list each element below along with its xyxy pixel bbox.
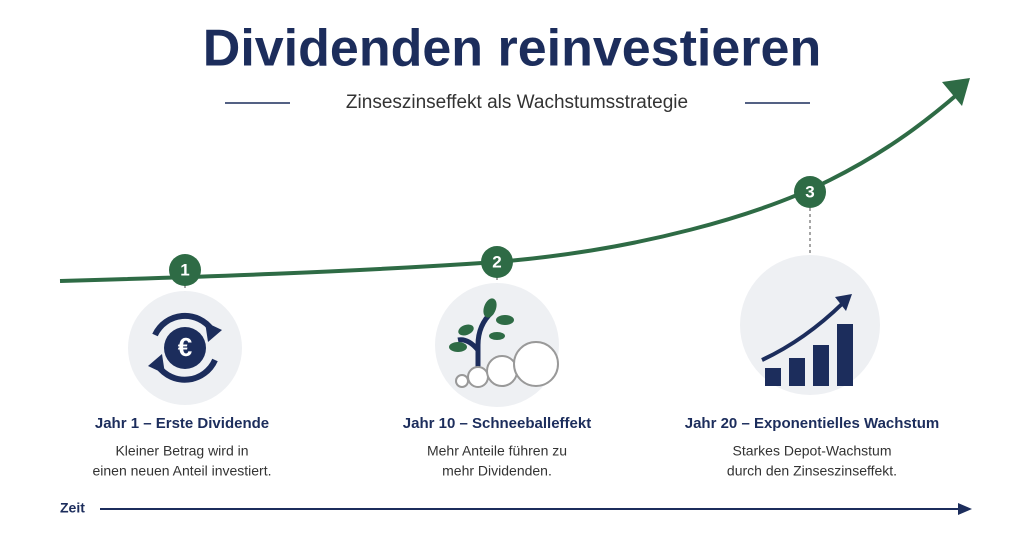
chart-icon: [740, 255, 880, 395]
tree-icon: [435, 283, 559, 407]
step-number: 2: [492, 252, 501, 271]
step-badge: [794, 176, 826, 208]
step-badge: [169, 254, 201, 286]
subtitle: Zinseszinseffekt als Wachstumsstrategie: [346, 92, 688, 113]
step-text: Mehr Anteile führen zu: [427, 443, 567, 459]
step-title: Jahr 1 – Erste Dividende: [95, 415, 269, 432]
step-text: durch den Zinseszinseffekt.: [727, 463, 897, 479]
curve-arrow: [942, 78, 970, 106]
euro-icon: €: [128, 291, 242, 405]
step-title: Jahr 10 – Schneeballeffekt: [403, 415, 591, 432]
step-text: Starkes Depot-Wachstum: [733, 443, 892, 459]
timeline-label: Zeit: [60, 500, 85, 516]
step-number: 3: [805, 182, 814, 201]
step-text: einen neuen Anteil investiert.: [92, 463, 271, 479]
step-badge: [481, 246, 513, 278]
timeline-arrow: [958, 503, 972, 515]
title: Dividenden reinvestieren: [203, 20, 821, 78]
step-title: Jahr 20 – Exponentielles Wachstum: [685, 415, 940, 432]
svg-text:€: €: [178, 332, 192, 362]
step-text: Kleiner Betrag wird in: [115, 443, 248, 459]
step-number: 1: [180, 260, 189, 279]
step-text: mehr Dividenden.: [442, 463, 552, 479]
growth-curve: [59, 90, 962, 283]
